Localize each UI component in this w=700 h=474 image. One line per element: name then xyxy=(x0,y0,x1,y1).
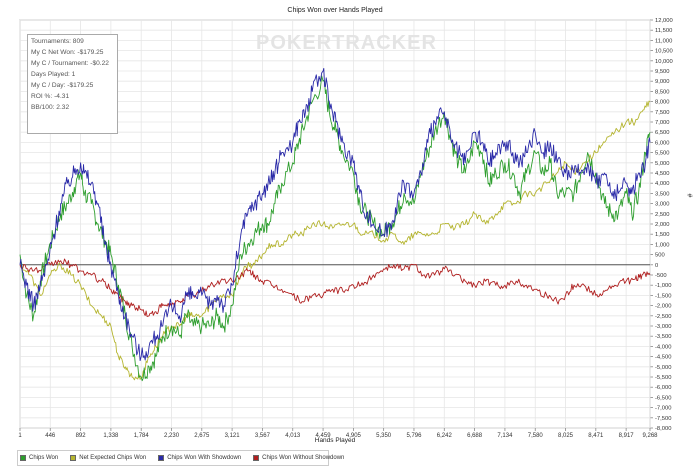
stat-per-tournament: My C / Tournament: -$0.22 xyxy=(31,60,109,67)
x-tick-label: 8,025 xyxy=(558,433,574,439)
y-tick-label: -3,000 xyxy=(655,324,671,330)
y-tick-label: -500 xyxy=(655,273,667,279)
x-tick-label: 4,905 xyxy=(346,433,362,439)
x-tick-label: 8,471 xyxy=(588,433,604,439)
x-tick-label: 1 xyxy=(18,433,22,439)
y-tick-label: 8,000 xyxy=(655,100,670,106)
x-tick-label: 3,121 xyxy=(225,433,241,439)
y-tick-label: 7,000 xyxy=(655,120,670,126)
y-tick-label: -8,000 xyxy=(655,426,671,432)
x-tick-label: 8,917 xyxy=(619,433,635,439)
y-tick-label: 9,500 xyxy=(655,69,670,75)
legend-item-chips-won[interactable]: Chips Won xyxy=(20,455,58,461)
y-tick-label: 10,500 xyxy=(655,49,673,55)
x-tick-label: 7,134 xyxy=(497,433,513,439)
stats-box: Tournaments: 809 My C Net Won: -$179.25 … xyxy=(27,34,118,134)
y-tick-label: -1,500 xyxy=(655,293,671,299)
y-tick-label: -7,000 xyxy=(655,406,671,412)
x-tick-label: 1,784 xyxy=(134,433,150,439)
legend-label-chips-won: Chips Won xyxy=(29,455,59,461)
x-tick-label: 446 xyxy=(45,433,56,439)
series-line-chips-won-without-showdown xyxy=(19,258,651,317)
legend-label-net-expected: Net Expected Chips Won xyxy=(79,455,147,461)
y-tick-label: -1,000 xyxy=(655,283,671,289)
y-axis-label: # xyxy=(685,193,693,198)
stat-days-played: Days Played: 1 xyxy=(31,71,76,78)
x-tick-label: 2,675 xyxy=(194,433,210,439)
y-tick-label: 500 xyxy=(655,253,665,259)
series-line-chips-won-with-showdown xyxy=(19,67,651,362)
chart-title: Chips Won over Hands Played xyxy=(287,7,383,14)
y-tick-label: -2,000 xyxy=(655,304,671,310)
y-tick-label: -3,500 xyxy=(655,334,671,340)
x-tick-label: 5,796 xyxy=(406,433,422,439)
y-tick-label: 5,000 xyxy=(655,161,670,167)
stat-bb100: BB/100: 2.32 xyxy=(31,104,70,111)
series-line-chips-won xyxy=(19,75,651,382)
legend-item-with-showdown[interactable]: Chips Won With Showdown xyxy=(158,455,241,461)
legend-swatch-chips-won xyxy=(20,455,26,461)
y-tick-label: -7,500 xyxy=(655,416,671,422)
series-line-net-expected-chips-won xyxy=(19,100,651,381)
x-tick-label: 9,268 xyxy=(642,433,658,439)
y-tick-label: 4,500 xyxy=(655,171,670,177)
y-tick-label: 11,500 xyxy=(655,28,672,34)
x-tick-label: 5,350 xyxy=(376,433,392,439)
stat-tournaments: Tournaments: 809 xyxy=(31,38,84,45)
legend: Chips Won Net Expected Chips Won Chips W… xyxy=(20,452,344,464)
x-tick-label: 3,567 xyxy=(255,433,271,439)
stat-net-won: My C Net Won: -$179.25 xyxy=(31,49,104,56)
y-tick-label: 8,500 xyxy=(655,89,670,95)
y-tick-label: 6,000 xyxy=(655,140,670,146)
legend-swatch-with-showdown xyxy=(158,455,165,461)
y-tick-label: 2,500 xyxy=(655,212,670,218)
x-axis-label: Hands Played xyxy=(314,437,356,444)
y-tick-label: -6,500 xyxy=(655,395,671,401)
x-tick-label: 892 xyxy=(76,433,87,439)
y-tick-label: -5,000 xyxy=(655,365,671,371)
y-tick-label: 4,000 xyxy=(655,181,670,187)
y-tick-label: 0 xyxy=(655,263,658,269)
legend-label-without-showdown: Chips Won Without Showdown xyxy=(262,455,345,461)
legend-item-net-expected[interactable]: Net Expected Chips Won xyxy=(70,455,146,461)
y-tick-label: 9,000 xyxy=(655,79,670,85)
y-tick-label: 11,000 xyxy=(655,38,672,44)
y-tick-label: -4,500 xyxy=(655,355,671,361)
y-tick-label: 7,500 xyxy=(655,110,670,116)
stat-per-day: My C / Day: -$179.25 xyxy=(31,82,94,89)
y-tick-label: 6,500 xyxy=(655,130,670,136)
y-tick-label: 1,500 xyxy=(655,232,670,238)
y-tick-label: -4,000 xyxy=(655,344,671,350)
x-tick-label: 6,688 xyxy=(467,433,483,439)
legend-frame xyxy=(17,450,329,466)
legend-item-without-showdown[interactable]: Chips Won Without Showdown xyxy=(253,455,344,461)
stat-roi: ROI %: -4.31 xyxy=(31,93,70,100)
x-tick-label: 6,242 xyxy=(437,433,453,439)
pokertracker-watermark-logo: POKERTRACKER xyxy=(256,32,437,54)
x-tick-label: 1,338 xyxy=(103,433,119,439)
legend-swatch-without-showdown xyxy=(253,455,260,461)
y-tick-label: 3,000 xyxy=(655,202,670,208)
y-tick-label: 1,000 xyxy=(655,242,670,248)
y-tick-label: 5,500 xyxy=(655,151,670,157)
x-tick-label: 4,459 xyxy=(316,433,332,439)
y-tick-label: 2,000 xyxy=(655,222,670,228)
y-tick-label: 3,500 xyxy=(655,191,670,197)
y-tick-label: 10,000 xyxy=(655,59,673,65)
legend-label-with-showdown: Chips Won With Showdown xyxy=(167,455,242,461)
y-tick-label: -5,500 xyxy=(655,375,671,381)
y-tick-label: -2,500 xyxy=(655,314,671,320)
x-tick-label: 4,013 xyxy=(285,433,301,439)
x-tick-label: 7,580 xyxy=(528,433,544,439)
y-tick-label: 12,000 xyxy=(655,18,673,24)
legend-swatch-net-expected xyxy=(70,455,77,461)
y-tick-label: -6,000 xyxy=(655,385,671,391)
x-tick-label: 2,230 xyxy=(164,433,180,439)
